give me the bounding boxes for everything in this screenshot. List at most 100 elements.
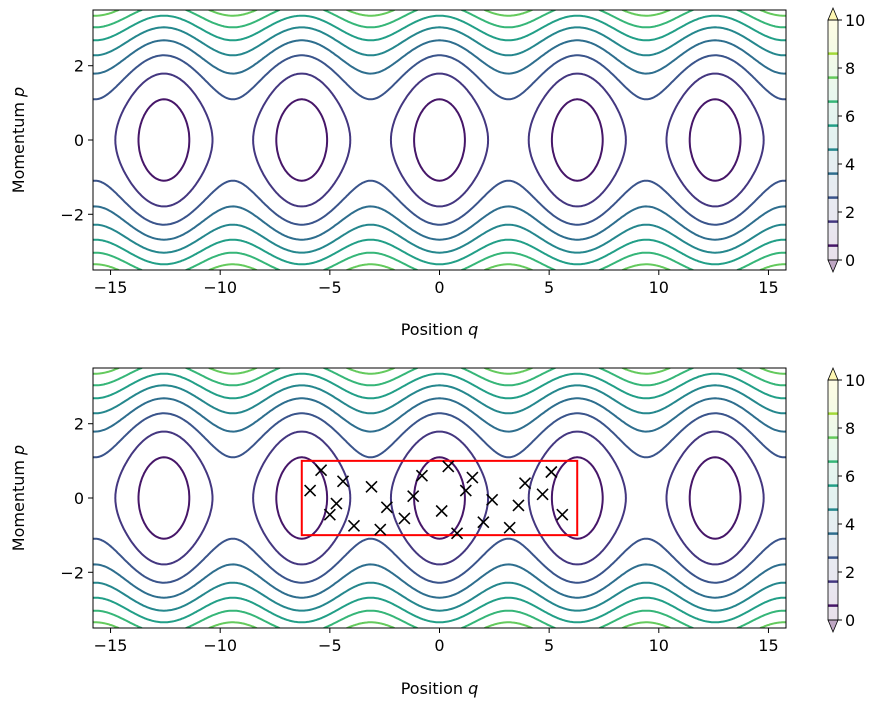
top-colorbar-tick-label: 0 [845, 251, 855, 270]
top-x-tick-label: −5 [318, 278, 342, 297]
top-contour-level-3 [93, 54, 786, 226]
top-x-tick-label: 0 [434, 278, 444, 297]
bottom-sample-point-11 [407, 490, 420, 503]
top-colorbar-tick-label: 10 [845, 11, 865, 30]
bottom-x-tick-label: 0 [434, 636, 444, 655]
top-colorbar-ticks: 0 2 4 6 8 10 [838, 11, 865, 270]
bottom-colorbar-level-lines [828, 412, 838, 607]
top-colorbar-level-lines [828, 52, 838, 247]
bottom-sample-point-1 [315, 464, 328, 477]
bottom-contour-level-7 [93, 368, 786, 628]
bottom-sample-point-22 [518, 477, 532, 490]
bottom-colorbar-frame [827, 379, 839, 621]
top-panel: −15 −10 −5 0 5 10 15 −2 0 2 Position q Momentum … [9, 9, 787, 339]
top-colorbar: 0 2 4 6 8 10 [827, 6, 865, 274]
top-contour-level-1 [137, 98, 742, 182]
bottom-contours [93, 368, 786, 628]
bottom-sample-point-3 [323, 508, 336, 521]
bottom-colorbar-ticks: 0 2 4 6 8 10 [838, 371, 865, 630]
bottom-sample-point-6 [347, 519, 361, 532]
bottom-y-tick-label: −2 [60, 563, 84, 582]
top-contour-level-7 [93, 10, 786, 270]
bottom-sample-point-15 [450, 527, 464, 540]
bottom-x-tick-label: 15 [758, 636, 778, 655]
bottom-x-tick-label: −15 [94, 636, 128, 655]
top-contours [93, 10, 786, 270]
bottom-colorbar-extend-max [827, 366, 839, 381]
top-x-tick-label: 10 [649, 278, 669, 297]
bottom-colorbar-extend-min [827, 619, 839, 634]
bottom-y-tick-label: 0 [74, 489, 84, 508]
top-colorbar-tick-label: 2 [845, 203, 855, 222]
bottom-colorbar: 0 2 4 6 8 10 [827, 366, 865, 634]
bottom-sample-point-20 [503, 521, 516, 534]
bottom-sample-point-12 [415, 469, 429, 482]
top-plot-area [93, 10, 786, 270]
bottom-x-axis-label: Position q [401, 679, 479, 698]
bottom-x-tick-label: −5 [318, 636, 342, 655]
bottom-sampling-rectangle [300, 459, 579, 537]
bottom-sample-point-18 [477, 516, 490, 529]
top-y-tick-label: −2 [60, 205, 84, 224]
bottom-sample-point-21 [512, 499, 525, 512]
bottom-sample-point-19 [486, 493, 499, 506]
top-colorbar-tick-label: 6 [845, 107, 855, 126]
bottom-plot-area [93, 368, 786, 628]
top-x-tick-label: 5 [544, 278, 554, 297]
bottom-colorbar-body [828, 380, 838, 620]
top-x-tick-label: −15 [94, 278, 128, 297]
bottom-colorbar-tick-label: 10 [845, 371, 865, 390]
top-colorbar-extend-max [827, 6, 839, 21]
top-x-tick-label: −10 [203, 278, 237, 297]
bottom-colorbar-tick-label: 0 [845, 611, 855, 630]
top-contour-level-6 [93, 14, 786, 266]
bottom-sample-point-17 [466, 471, 479, 484]
top-x-ticks: −15 −10 −5 0 5 10 15 [94, 270, 779, 297]
bottom-contour-level-4 [93, 397, 786, 599]
top-contour-level-4 [93, 39, 786, 241]
bottom-contour-level-2 [114, 430, 765, 566]
bottom-panel: −15 −10 −5 0 5 10 15 −2 0 2 Position q Momentum … [9, 367, 787, 698]
top-colorbar-tick-label: 8 [845, 59, 855, 78]
bottom-x-tick-label: −10 [203, 636, 237, 655]
bottom-sample-point-9 [380, 501, 393, 514]
bottom-overlay [300, 459, 579, 540]
top-colorbar-frame [827, 19, 839, 261]
bottom-sample-point-16 [459, 484, 472, 497]
bottom-contour-level-8 [93, 368, 786, 628]
bottom-y-axis-label: Momentum p [9, 445, 28, 551]
bottom-y-tick-label: 2 [74, 415, 84, 434]
top-x-axis-label: Position q [401, 320, 479, 339]
top-x-tick-label: 15 [758, 278, 778, 297]
bottom-sample-point-7 [365, 480, 378, 493]
top-colorbar-extend-min [827, 259, 839, 274]
bottom-sample-point-25 [556, 508, 569, 521]
bottom-sample-point-4 [330, 497, 343, 510]
bottom-colorbar-tick-label: 8 [845, 419, 855, 438]
bottom-x-ticks: −15 −10 −5 0 5 10 15 [94, 628, 779, 655]
top-contour-level-8 [93, 10, 786, 270]
bottom-sample-point-8 [374, 523, 387, 536]
top-contour-level-5 [93, 26, 786, 254]
bottom-y-ticks: −2 0 2 [60, 415, 93, 582]
bottom-colorbar-tick-label: 6 [845, 467, 855, 486]
bottom-contour-level-3 [93, 412, 786, 584]
bottom-colorbar-tick-label: 2 [845, 563, 855, 582]
bottom-sample-point-23 [536, 488, 549, 501]
top-contour-level-2 [114, 72, 765, 208]
top-colorbar-tick-label: 4 [845, 155, 855, 174]
bottom-sample-point-2 [304, 484, 317, 497]
top-y-tick-label: 0 [74, 131, 84, 150]
bottom-sample-point-13 [435, 504, 448, 518]
bottom-x-tick-label: 5 [544, 636, 554, 655]
bottom-contour-level-5 [93, 384, 786, 612]
bottom-sample-point-10 [398, 512, 411, 525]
top-y-tick-label: 2 [74, 57, 84, 76]
bottom-sample-point-24 [545, 465, 558, 479]
bottom-colorbar-tick-label: 4 [845, 515, 855, 534]
bottom-sample-point-14 [442, 460, 455, 473]
bottom-contour-level-6 [93, 372, 786, 624]
top-y-axis-label: Momentum p [9, 87, 28, 193]
top-colorbar-body [828, 20, 838, 260]
